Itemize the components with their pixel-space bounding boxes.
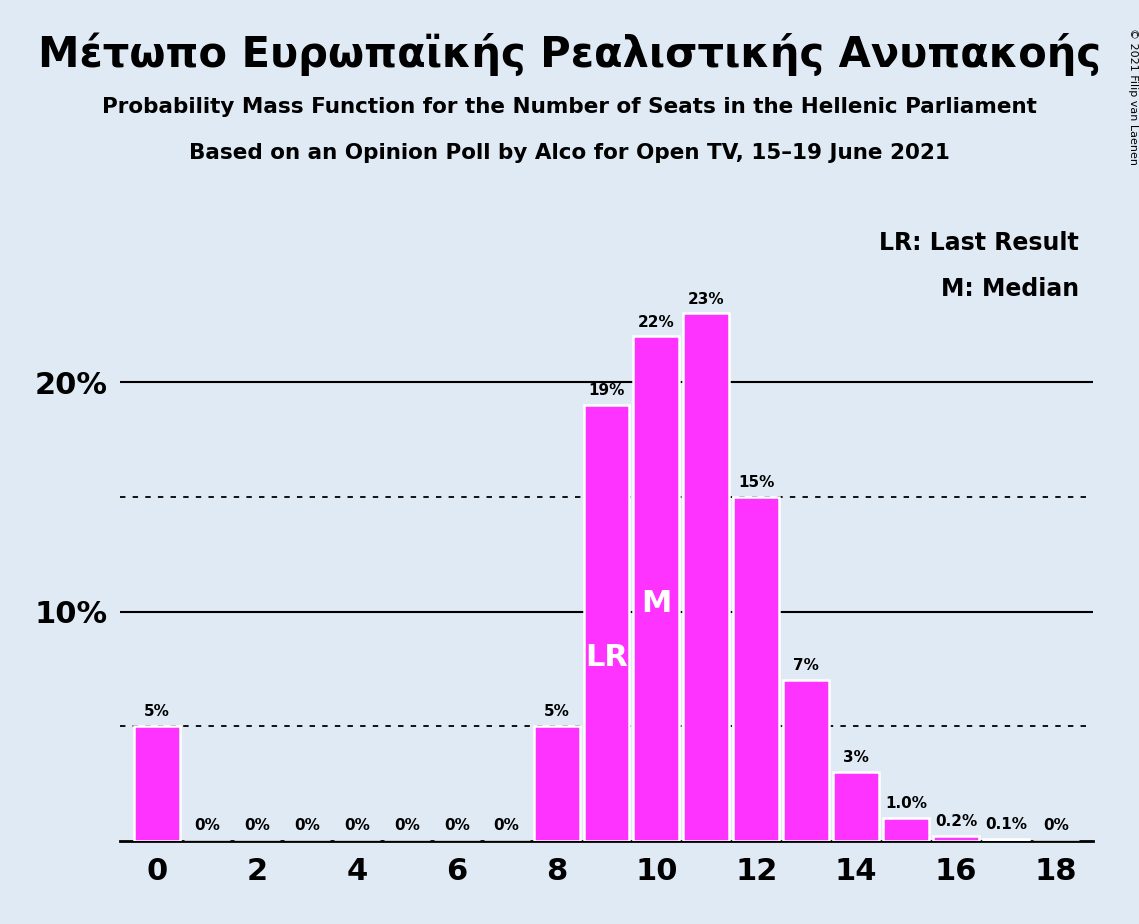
Bar <box>883 818 929 841</box>
Text: LR: LR <box>585 643 628 673</box>
Bar <box>583 406 630 841</box>
Text: LR: Last Result: LR: Last Result <box>879 231 1079 255</box>
Text: M: M <box>641 590 672 618</box>
Text: 5%: 5% <box>145 704 170 719</box>
Bar <box>933 836 980 841</box>
Text: 0%: 0% <box>194 818 220 833</box>
Text: 1.0%: 1.0% <box>885 796 927 811</box>
Text: Based on an Opinion Poll by Alco for Open TV, 15–19 June 2021: Based on an Opinion Poll by Alco for Ope… <box>189 143 950 164</box>
Text: Μέτωπο Ευρωπαϊκής Ρεαλιστικής Ανυπακοής: Μέτωπο Ευρωπαϊκής Ρεαλιστικής Ανυπακοής <box>38 32 1101 76</box>
Bar <box>134 726 180 841</box>
Text: © 2021 Filip van Laenen: © 2021 Filip van Laenen <box>1129 28 1138 164</box>
Text: 22%: 22% <box>638 314 674 330</box>
Bar <box>784 680 829 841</box>
Text: 19%: 19% <box>589 383 624 398</box>
Bar <box>834 772 879 841</box>
Text: 0%: 0% <box>1043 818 1068 833</box>
Text: 0%: 0% <box>394 818 419 833</box>
Text: 0%: 0% <box>344 818 370 833</box>
Text: 0%: 0% <box>444 818 469 833</box>
Text: 0%: 0% <box>493 818 519 833</box>
Bar <box>734 497 779 841</box>
Text: 0%: 0% <box>244 818 270 833</box>
Bar <box>533 726 580 841</box>
Text: 0.1%: 0.1% <box>985 817 1027 832</box>
Text: 15%: 15% <box>738 475 775 490</box>
Bar <box>633 336 680 841</box>
Bar <box>683 313 729 841</box>
Text: M: Median: M: Median <box>941 277 1079 301</box>
Text: 0%: 0% <box>294 818 320 833</box>
Bar <box>983 839 1029 841</box>
Text: 3%: 3% <box>843 750 869 765</box>
Text: 0.2%: 0.2% <box>935 814 977 830</box>
Text: 23%: 23% <box>688 292 724 307</box>
Text: 7%: 7% <box>794 659 819 674</box>
Text: 5%: 5% <box>543 704 570 719</box>
Text: Probability Mass Function for the Number of Seats in the Hellenic Parliament: Probability Mass Function for the Number… <box>103 97 1036 117</box>
